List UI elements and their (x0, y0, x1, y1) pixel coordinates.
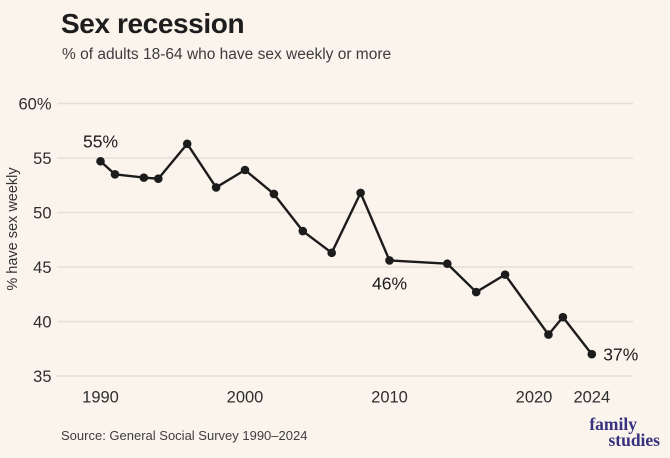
logo-line-studies: studies (608, 429, 660, 450)
data-point (211, 183, 221, 192)
data-point (500, 270, 510, 279)
data-point (443, 259, 452, 269)
chart-subtitle: % of adults 18-64 who have sex weekly or… (62, 46, 392, 63)
y-tick-label: 55 (33, 150, 51, 168)
y-tick-label: 40 (33, 314, 51, 332)
data-point (558, 312, 568, 322)
data-point (110, 170, 120, 179)
data-point (587, 349, 597, 359)
x-tick-label: 2020 (516, 389, 553, 407)
ifs-logo: family studies (589, 414, 660, 450)
data-point (139, 173, 149, 182)
y-tick-label: 35 (33, 368, 51, 386)
data-point (327, 248, 337, 258)
x-tick-label: 2024 (573, 389, 610, 407)
x-tick-label: 1990 (82, 389, 119, 407)
annotation-label: 55% (83, 131, 118, 151)
source-note: Source: General Social Survey 1990–2024 (61, 428, 308, 443)
data-point (298, 226, 308, 236)
data-point (96, 156, 105, 166)
data-point (356, 188, 365, 198)
data-point (182, 139, 192, 149)
chart-title: Sex recession (61, 8, 245, 39)
data-point (240, 165, 250, 175)
y-tick-label: 45 (33, 259, 51, 277)
y-tick-label: 50 (33, 205, 51, 223)
data-point (385, 256, 394, 265)
x-tick-label: 2010 (371, 389, 408, 407)
annotation-label: 46% (372, 273, 407, 293)
data-point (544, 330, 553, 339)
data-point (471, 287, 481, 297)
y-tick-label: 60% (18, 96, 51, 114)
logo-line-family: family (589, 414, 637, 434)
annotation-label: 37% (603, 345, 638, 365)
x-tick-label: 2000 (227, 389, 264, 407)
data-line (99, 142, 593, 356)
data-point (269, 189, 279, 199)
data-point (154, 174, 163, 184)
